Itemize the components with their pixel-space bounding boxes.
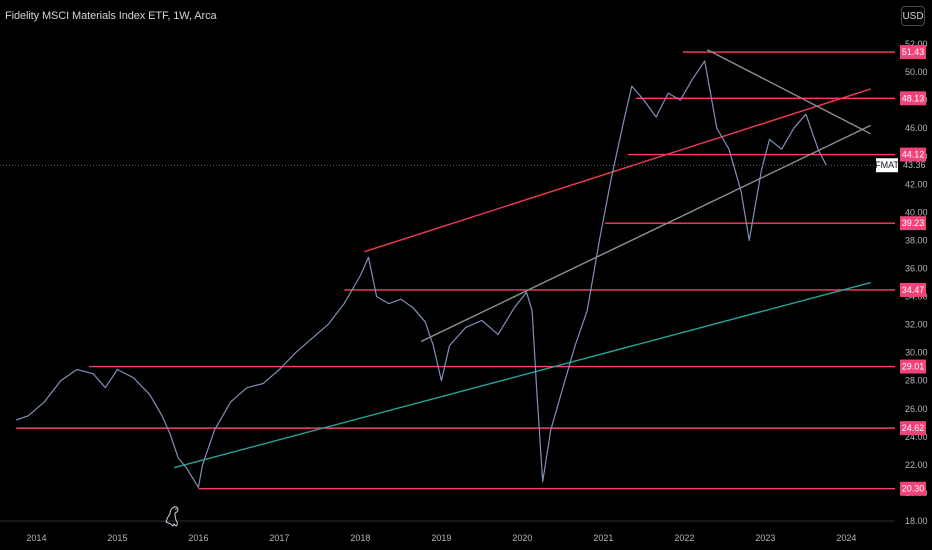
y-tick-label: 52.00 (905, 39, 928, 49)
level-price-label-bg (900, 359, 926, 374)
y-tick-label: 24.00 (905, 432, 928, 442)
x-tick-label: 2024 (836, 533, 856, 543)
y-tick-label: 28.00 (905, 376, 928, 386)
x-tick-label: 2015 (107, 533, 127, 543)
x-tick-label: 2022 (674, 533, 694, 543)
currency-button[interactable]: USD (901, 6, 925, 26)
level-price-label: 24.62 (902, 423, 925, 433)
level-price-label: 51.43 (902, 47, 925, 57)
grey_line-trendline-3 (706, 49, 872, 135)
level-price-label-bg (900, 282, 926, 297)
ticker-tag-bg (876, 158, 898, 173)
ticker-tag: FMAT (875, 160, 899, 170)
x-tick-label: 2014 (26, 533, 46, 543)
x-tick-label: 2023 (755, 533, 775, 543)
y-tick-label: 26.00 (905, 404, 928, 414)
y-tick-label: 30.00 (905, 348, 928, 358)
x-tick-label: 2017 (269, 533, 289, 543)
level-price-label-bg (900, 147, 926, 162)
dinosaur-icon (165, 506, 179, 527)
level-price-label-bg (900, 45, 926, 60)
level-price-label: 44.12 (902, 150, 925, 160)
y-tick-label: 22.00 (905, 460, 928, 470)
level-price-label: 29.01 (902, 362, 925, 372)
level-price-label-bg (900, 216, 926, 231)
resistance-trendline-0 (364, 88, 871, 253)
level-price-label-bg (900, 481, 926, 496)
y-tick-label: 38.00 (905, 235, 928, 245)
support-trendline-1 (173, 281, 871, 469)
y-tick-label: 46.00 (905, 123, 928, 133)
x-tick-label: 2019 (431, 533, 451, 543)
y-tick-label: 42.00 (905, 179, 928, 189)
x-tick-label: 2021 (593, 533, 613, 543)
y-tick-label: 50.00 (905, 67, 928, 77)
price-series-line (16, 60, 827, 488)
level-price-label: 48.13 (902, 93, 925, 103)
last-price-label: 43.36 (903, 160, 926, 170)
level-price-label: 34.47 (902, 285, 925, 295)
y-tick-label: 32.00 (905, 320, 928, 330)
x-tick-label: 2020 (512, 533, 532, 543)
x-tick-label: 2018 (350, 533, 370, 543)
level-price-label-bg (900, 91, 926, 106)
y-tick-label: 40.00 (905, 207, 928, 217)
y-tick-label: 18.00 (905, 516, 928, 526)
level-price-label: 20.30 (902, 484, 925, 494)
x-tick-label: 2016 (188, 533, 208, 543)
y-tick-label: 36.00 (905, 263, 928, 273)
level-price-label-bg (900, 421, 926, 436)
level-price-label: 39.23 (902, 218, 925, 228)
chart-title: Fidelity MSCI Materials Index ETF, 1W, A… (5, 10, 217, 22)
grey_line-trendline-2 (420, 124, 872, 343)
